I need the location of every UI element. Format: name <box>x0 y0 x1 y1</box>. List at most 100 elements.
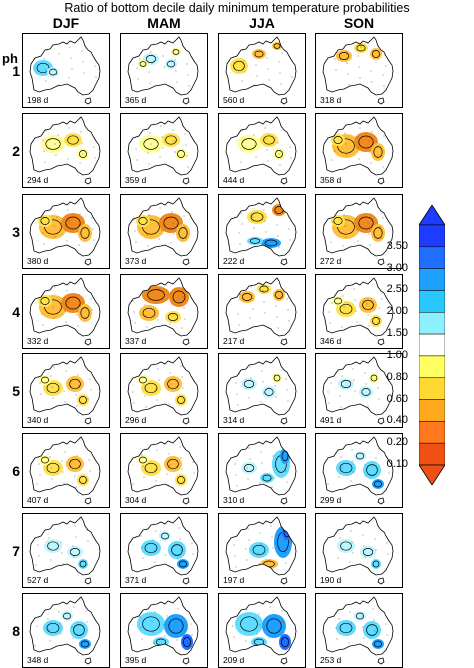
colorbar-segment <box>419 333 445 357</box>
sample-days-label: 190 d <box>320 575 342 585</box>
australia-map <box>225 36 297 105</box>
sample-days-label: 407 d <box>27 495 49 505</box>
australia-map <box>322 116 394 185</box>
colorbar-tick-label: 3.50 <box>386 239 408 252</box>
colorbar-tick-label: 0.20 <box>386 436 408 449</box>
australia-map <box>225 436 297 505</box>
colorbar-segment <box>419 421 445 444</box>
australia-map <box>29 116 101 185</box>
map-panel: 198 d <box>22 33 110 108</box>
map-panel: 373 d <box>120 194 208 269</box>
phase-label: 5 <box>12 383 20 399</box>
sample-days-label: 337 d <box>125 336 147 346</box>
sample-days-label: 380 d <box>27 256 49 266</box>
australia-map <box>29 436 101 505</box>
column-header-djf: DJF <box>52 15 80 31</box>
colorbar-tick-label: 0.80 <box>386 370 408 383</box>
map-panel: 346 d <box>315 274 403 349</box>
phase-label: 4 <box>12 304 20 320</box>
colorbar-segment <box>419 377 445 400</box>
map-panel: 371 d <box>120 513 208 588</box>
map-panel: 527 d <box>22 513 110 588</box>
map-panel: 222 d <box>218 194 306 269</box>
colorbar-segment <box>419 399 445 422</box>
colorbar-tick-label: 0.40 <box>386 414 408 427</box>
australia-map <box>322 197 394 266</box>
map-panel: 299 d <box>315 433 403 508</box>
colorbar-top-arrow <box>419 205 445 226</box>
colorbar-segment <box>419 442 445 466</box>
australia-map <box>322 356 394 425</box>
sample-days-label: 358 d <box>320 175 342 185</box>
column-header-jja: JJA <box>249 15 275 31</box>
map-panel: 310 d <box>218 433 306 508</box>
sample-days-label: 197 d <box>223 575 245 585</box>
colorbar-bottom-arrow <box>419 464 445 485</box>
sample-days-label: 222 d <box>223 256 245 266</box>
sample-days-label: 209 d <box>223 655 245 665</box>
colorbar-tick-label: 2.00 <box>386 305 408 318</box>
map-panel: 365 d <box>120 33 208 108</box>
colorbar-segment <box>419 224 445 248</box>
sample-days-label: 340 d <box>27 415 49 425</box>
colorbar-tick-label: 0.10 <box>386 458 408 470</box>
map-panel: 491 d <box>315 353 403 428</box>
colorbar-segment <box>419 290 445 313</box>
sample-days-label: 198 d <box>27 95 49 105</box>
map-panel: 253 d <box>315 593 403 668</box>
map-panel: 358 d <box>315 113 403 188</box>
phase-header: ph <box>2 51 18 66</box>
colorbar-segment <box>419 268 445 291</box>
map-panel: 407 d <box>22 433 110 508</box>
australia-map <box>225 116 297 185</box>
map-panel: 294 d <box>22 113 110 188</box>
phase-label: 6 <box>12 463 20 479</box>
australia-map <box>225 596 297 665</box>
map-panel: 314 d <box>218 353 306 428</box>
australia-map <box>29 277 101 346</box>
sample-days-label: 444 d <box>223 175 245 185</box>
australia-map <box>29 596 101 665</box>
australia-map <box>225 516 297 585</box>
map-panel: 209 d <box>218 593 306 668</box>
map-panel: 304 d <box>120 433 208 508</box>
australia-map <box>127 436 199 505</box>
sample-days-label: 294 d <box>27 175 49 185</box>
australia-map <box>127 356 199 425</box>
australia-map <box>225 197 297 266</box>
sample-days-label: 272 d <box>320 256 342 266</box>
column-header-mam: MAM <box>147 15 181 31</box>
australia-map <box>127 516 199 585</box>
sample-days-label: 560 d <box>223 95 245 105</box>
australia-map <box>225 356 297 425</box>
sample-days-label: 359 d <box>125 175 147 185</box>
sample-days-label: 299 d <box>320 495 342 505</box>
australia-map <box>127 277 199 346</box>
map-panel: 332 d <box>22 274 110 349</box>
sample-days-label: 296 d <box>125 415 147 425</box>
phase-label: 2 <box>12 143 20 159</box>
sample-days-label: 253 d <box>320 655 342 665</box>
australia-map <box>29 36 101 105</box>
sample-days-label: 314 d <box>223 415 245 425</box>
figure-title: Ratio of bottom decile daily minimum tem… <box>64 1 410 15</box>
sample-days-label: 348 d <box>27 655 49 665</box>
australia-map <box>127 116 199 185</box>
sample-days-label: 217 d <box>223 336 245 346</box>
map-panel: 359 d <box>120 113 208 188</box>
map-panel: 444 d <box>218 113 306 188</box>
sample-days-label: 527 d <box>27 575 49 585</box>
phase-label: 3 <box>12 224 20 240</box>
map-panel: 560 d <box>218 33 306 108</box>
colorbar-tick-label: 2.50 <box>386 283 408 296</box>
australia-map <box>29 197 101 266</box>
colorbar-segment <box>419 355 445 378</box>
colorbar-tick-label: 0.60 <box>386 392 408 405</box>
sample-days-label: 318 d <box>320 95 342 105</box>
australia-map <box>322 277 394 346</box>
phase-label: 1 <box>12 63 20 79</box>
map-panel: 318 d <box>315 33 403 108</box>
map-panel: 395 d <box>120 593 208 668</box>
map-panel: 348 d <box>22 593 110 668</box>
sample-days-label: 365 d <box>125 95 147 105</box>
